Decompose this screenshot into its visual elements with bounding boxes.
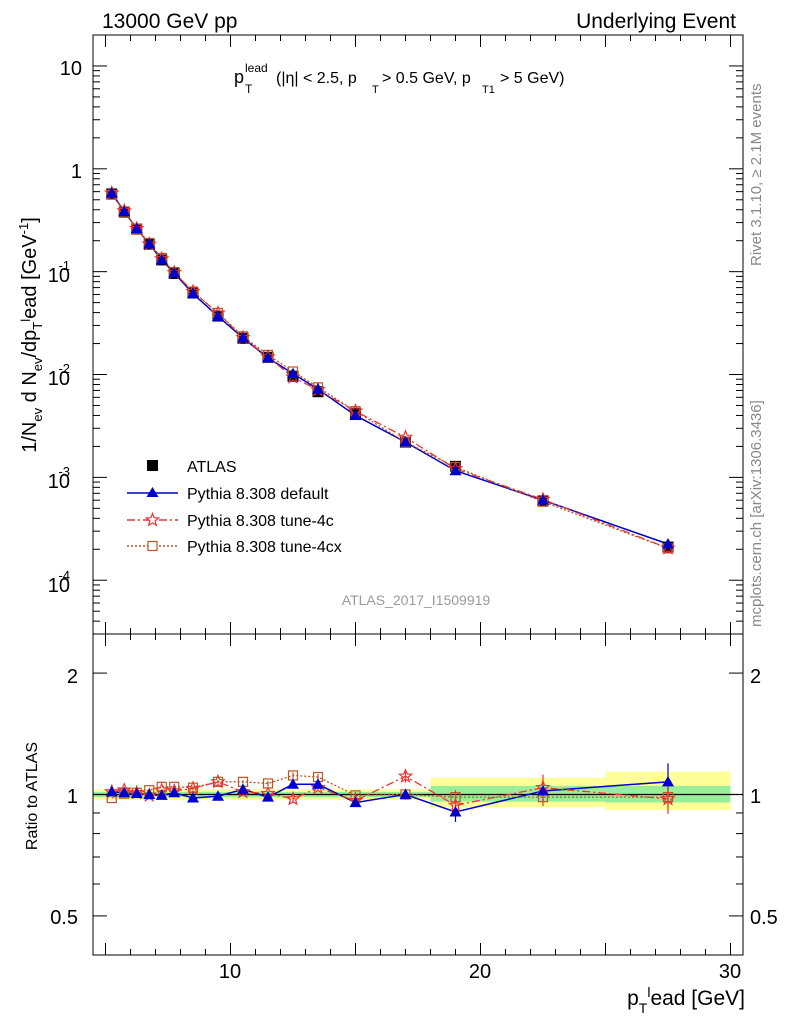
- main-point-pythia-8-308-default: [262, 351, 274, 363]
- svg-text:10: 10: [48, 265, 70, 287]
- legend-label: Pythia 8.308 default: [187, 486, 329, 503]
- main-point-pythia-8-308-default: [155, 253, 168, 265]
- ratio-point-pythia-8-308-tune-4c: [660, 790, 676, 806]
- ratio-point-pythia-8-308-default: [262, 791, 274, 802]
- svg-text:1/Nev d Nev/dpTlead [GeV-1]: 1/Nev d Nev/dpTlead [GeV-1]: [16, 217, 45, 453]
- ratio-point-pythia-8-308-default: [449, 805, 462, 817]
- ratio-point-pythia-8-308-default: [168, 786, 181, 798]
- ratio-point-pythia-8-308-tune-4cx: [450, 792, 461, 803]
- ratio-point-pythia-8-308-default: [662, 775, 674, 787]
- main-point-pythia-8-308-default: [212, 310, 224, 321]
- ratio-point-pythia-8-308-default: [312, 778, 324, 789]
- ratio-point-pythia-8-308-default: [155, 789, 168, 800]
- ratio-point-pythia-8-308-default: [399, 788, 412, 799]
- ratio-point-pythia-8-308-default: [118, 786, 131, 798]
- ratio-point-pythia-8-308-default: [130, 787, 143, 799]
- main-point-pythia-8-308-default: [312, 383, 324, 394]
- ratio-point-pythia-8-308-default: [287, 778, 299, 789]
- svg-text:10: 10: [48, 368, 70, 390]
- ratio-point-pythia-8-308-default: [349, 796, 362, 808]
- x-axis-label: pTlead [GeV]: [627, 984, 745, 1016]
- svg-text:-1: -1: [58, 258, 70, 273]
- ratio-point-pythia-8-308-tune-4c: [310, 779, 326, 795]
- main-point-pythia-8-308-default: [399, 436, 412, 447]
- main-point-pythia-8-308-default: [449, 464, 462, 476]
- ratio-y-tick-labels: 2 1 0.5 2 1 0.5: [50, 666, 778, 929]
- y-tick-label: 10-4: [48, 568, 70, 597]
- svg-text:lead: lead: [245, 61, 268, 75]
- ratio-tick-right-1: 1: [750, 786, 761, 808]
- ratio-point-pythia-8-308-tune-4c: [235, 783, 251, 799]
- svg-text:-3: -3: [58, 464, 70, 479]
- main-point-pythia-8-308-default: [143, 237, 156, 249]
- ratio-point-pythia-8-308-default: [237, 783, 249, 794]
- ratio-tick-left-2: 2: [67, 666, 78, 688]
- ratio-point-pythia-8-308-tune-4c: [210, 773, 226, 789]
- analysis-id: ATLAS_2017_I1509919: [342, 592, 491, 608]
- svg-text:p: p: [234, 67, 244, 87]
- legend-label: Pythia 8.308 tune-4cx: [187, 539, 342, 556]
- svg-text:10: 10: [48, 575, 70, 597]
- legend-label: Pythia 8.308 tune-4c: [187, 513, 334, 530]
- main-point-pythia-8-308-default: [537, 494, 549, 505]
- svg-text:T1: T1: [482, 84, 495, 96]
- main-point-pythia-8-308-default: [237, 331, 249, 343]
- svg-text:pTlead [GeV]: pTlead [GeV]: [627, 984, 745, 1016]
- ratio-point-pythia-8-308-default: [537, 785, 549, 796]
- legend: ATLAS Pythia 8.308 default Pythia 8.308 …: [127, 459, 342, 556]
- ratio-point-pythia-8-308-tune-4c: [397, 768, 414, 783]
- svg-text:T: T: [245, 82, 253, 96]
- header-left: 13000 GeV pp: [102, 10, 237, 33]
- ratio-point-pythia-8-308-default: [143, 788, 156, 799]
- x-tick-label: 10: [219, 961, 241, 983]
- main-point-pythia-8-308-default: [105, 187, 118, 198]
- x-tick-label: 30: [719, 961, 741, 983]
- x-tick-label: 20: [469, 961, 491, 983]
- y-tick-label: 1: [71, 161, 82, 183]
- main-point-pythia-8-308-tune-4c: [285, 369, 301, 384]
- main-point-pythia-8-308-default: [168, 267, 181, 278]
- legend-entry-tune4c: Pythia 8.308 tune-4c: [127, 511, 334, 530]
- y-tick-label: 10-2: [48, 361, 70, 390]
- ratio-tick-left-1: 1: [67, 786, 78, 808]
- main-y-tick-labels: 10 1 10-1 10-2 10-3 10-4: [48, 58, 82, 597]
- legend-entry-atlas: ATLAS: [147, 459, 237, 476]
- rivet-label: Rivet 3.1.10, ≥ 2.1M events: [748, 84, 765, 267]
- ratio-point-pythia-8-308-default: [105, 785, 118, 797]
- ratio-tick-left-05: 0.5: [50, 907, 78, 929]
- source-label: mcplots.cern.ch [arXiv:1306.3436]: [748, 400, 765, 627]
- main-point-pythia-8-308-default: [130, 222, 143, 234]
- svg-text:> 5 GeV): > 5 GeV): [500, 70, 564, 87]
- main-point-pythia-8-308-default: [118, 205, 131, 216]
- ratio-point-pythia-8-308-default: [212, 790, 224, 801]
- svg-text:T: T: [372, 84, 379, 96]
- main-point-pythia-8-308-default: [187, 287, 199, 299]
- legend-entry-tune4cx: Pythia 8.308 tune-4cx: [127, 539, 342, 556]
- ratio-point-pythia-8-308-tune-4c: [185, 780, 201, 796]
- svg-text:(|η| < 2.5, p: (|η| < 2.5, p: [276, 70, 357, 87]
- main-point-pythia-8-308-tune-4c: [660, 540, 676, 555]
- ratio-point-pythia-8-308-tune-4c: [285, 790, 301, 806]
- y-tick-label: 10: [60, 58, 82, 80]
- legend-entry-default: Pythia 8.308 default: [127, 486, 329, 503]
- main-point-pythia-8-308-default: [349, 409, 362, 420]
- main-point-pythia-8-308-default: [662, 537, 674, 549]
- main-y-axis-label: 1/Nev d Nev/dpTlead [GeV-1]: [16, 217, 45, 453]
- svg-text:> 0.5 GeV, p: > 0.5 GeV, p: [382, 70, 471, 87]
- x-tick-labels: 10 20 30: [219, 961, 741, 983]
- svg-text:10: 10: [48, 471, 70, 493]
- main-point-pythia-8-308-default: [287, 367, 299, 379]
- ratio-y-axis-label: Ratio to ATLAS: [24, 742, 41, 850]
- ratio-tick-right-2: 2: [750, 666, 761, 688]
- plot-title: p lead T (|η| < 2.5, p T > 0.5 GeV, p T1…: [234, 61, 564, 96]
- legend-label: ATLAS: [187, 459, 237, 476]
- ratio-point-pythia-8-308-default: [187, 792, 199, 803]
- svg-text:-4: -4: [58, 568, 70, 583]
- header-right: Underlying Event: [576, 10, 736, 33]
- y-tick-label: 10-1: [48, 258, 70, 287]
- y-tick-label: 10-3: [48, 464, 70, 493]
- svg-text:-2: -2: [58, 361, 70, 376]
- ratio-tick-right-05: 0.5: [750, 907, 778, 929]
